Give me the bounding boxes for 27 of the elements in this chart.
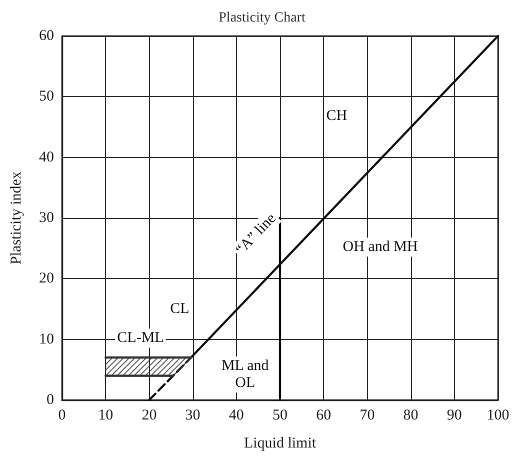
annotation: CH: [326, 108, 348, 124]
annotation: “A” line: [232, 210, 280, 258]
x-tick-label: 90: [446, 408, 462, 424]
x-tick-label: 0: [58, 408, 66, 424]
y-tick-label: 20: [39, 270, 54, 287]
x-tick-label: 80: [403, 408, 418, 424]
x-tick-label: 20: [142, 408, 157, 424]
x-tick-label: 30: [185, 408, 200, 424]
annotation: ML and OL: [221, 358, 270, 392]
y-tick-label: 30: [39, 210, 54, 226]
annotation: OH and MH: [342, 239, 418, 256]
x-axis-title: Liquid limit: [244, 436, 317, 452]
y-tick-label: 0: [46, 392, 54, 408]
x-tick-label: 50: [272, 408, 288, 424]
x-tick-label: 10: [98, 408, 114, 424]
x-tick-label: 100: [486, 408, 510, 424]
y-tick-label: 50: [39, 88, 54, 105]
y-tick-label: 60: [39, 28, 54, 44]
x-tick-label: 60: [316, 408, 332, 424]
chart-title: Plasticity Chart: [218, 10, 306, 26]
x-tick-label: 40: [228, 408, 244, 424]
x-tick-label: 70: [360, 408, 375, 424]
annotation: CL-ML: [117, 330, 164, 346]
y-tick-label: 40: [39, 149, 54, 166]
annotation: CL: [170, 301, 190, 317]
y-tick-label: 10: [39, 331, 54, 348]
y-axis-title: Plasticity index: [8, 171, 24, 264]
